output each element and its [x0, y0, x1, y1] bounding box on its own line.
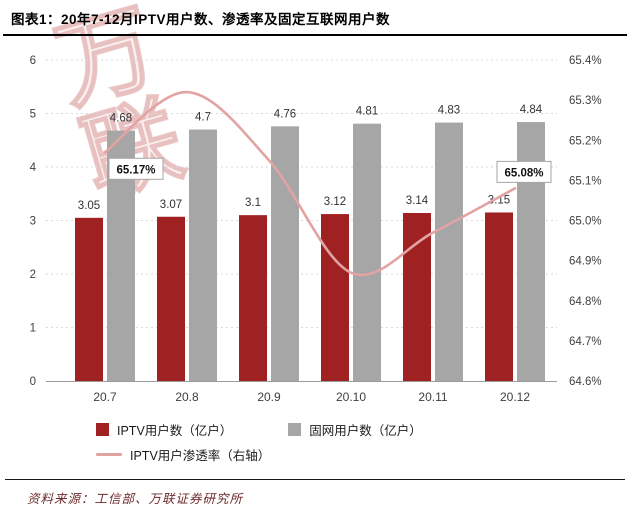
- legend-item: IPTV用户数（亿户）: [96, 420, 232, 439]
- line-callout: 65.17%: [108, 157, 164, 180]
- legend-item: IPTV用户渗透率（右轴）: [96, 445, 270, 464]
- legend-label: IPTV用户渗透率（右轴）: [130, 449, 271, 463]
- svg-text:64.9%: 64.9%: [569, 256, 602, 268]
- chart-title: 图表1：20年7-12月IPTV用户数、渗透率及固定互联网用户数: [3, 0, 627, 36]
- svg-text:3: 3: [30, 216, 36, 228]
- bar-0-3: [321, 214, 349, 381]
- svg-text:64.8%: 64.8%: [569, 296, 602, 308]
- source-note: 资料来源：工信部、万联证券研究所: [5, 479, 625, 507]
- svg-text:3.15: 3.15: [488, 194, 510, 206]
- svg-text:65.4%: 65.4%: [569, 55, 602, 67]
- svg-text:20.7: 20.7: [93, 390, 117, 404]
- svg-text:4.81: 4.81: [356, 106, 378, 118]
- bar-0-2: [239, 215, 267, 381]
- svg-text:4.83: 4.83: [438, 105, 460, 117]
- legend-square-marker: [96, 423, 109, 436]
- svg-text:3.05: 3.05: [78, 200, 100, 212]
- svg-text:3.07: 3.07: [160, 199, 182, 211]
- svg-text:65.3%: 65.3%: [569, 95, 602, 107]
- bar-1-4: [435, 122, 463, 381]
- svg-text:4: 4: [30, 162, 37, 174]
- svg-text:0: 0: [30, 376, 36, 388]
- bar-1-1: [189, 129, 217, 381]
- bar-1-2: [271, 126, 299, 381]
- svg-text:20.12: 20.12: [500, 390, 530, 404]
- svg-text:64.6%: 64.6%: [569, 376, 602, 388]
- svg-text:65.0%: 65.0%: [569, 216, 602, 228]
- bars: 3.05 3.07 3.1 3.12 3.14 3.15 4.68 4.7 4.76 4.81 4.…: [75, 104, 545, 381]
- bar-0-1: [157, 216, 185, 381]
- svg-text:4.84: 4.84: [520, 104, 543, 116]
- svg-text:3.12: 3.12: [324, 196, 346, 208]
- svg-text:65.2%: 65.2%: [569, 135, 602, 147]
- svg-text:4.76: 4.76: [274, 108, 296, 120]
- legend-row: IPTV用户数（亿户） 固网用户数（亿户）: [96, 420, 630, 439]
- bar-0-4: [403, 213, 431, 381]
- svg-text:3.14: 3.14: [406, 195, 429, 207]
- line-callout: 65.08%: [496, 160, 552, 183]
- combo-chart-canvas: 0 1 2 3 4 5 6 64.6% 64.7% 64.8% 64.9% 65.0% 65.1% 65.…: [30, 55, 602, 404]
- legend-label: IPTV用户数（亿户）: [117, 424, 233, 438]
- svg-text:3.1: 3.1: [245, 197, 261, 209]
- svg-text:65.1%: 65.1%: [569, 175, 602, 187]
- svg-text:20.8: 20.8: [175, 390, 199, 404]
- bar-0-5: [485, 212, 513, 381]
- penetration-line: [103, 90, 517, 277]
- svg-text:6: 6: [30, 55, 36, 67]
- chart-legend: IPTV用户数（亿户） 固网用户数（亿户） IPTV用户渗透率（右轴）: [96, 420, 630, 464]
- svg-text:65.08%: 65.08%: [504, 167, 543, 179]
- bar-0-0: [75, 217, 103, 381]
- bar-1-3: [353, 123, 381, 381]
- legend-item: 固网用户数（亿户）: [288, 420, 422, 439]
- svg-text:4.7: 4.7: [195, 112, 211, 124]
- legend-square-marker: [288, 423, 302, 436]
- svg-text:1: 1: [30, 323, 36, 335]
- legend-line-marker: [96, 453, 122, 456]
- svg-text:5: 5: [30, 109, 36, 121]
- legend-row: IPTV用户渗透率（右轴）: [96, 445, 630, 464]
- svg-text:4.68: 4.68: [110, 113, 132, 125]
- svg-text:2: 2: [30, 269, 36, 281]
- svg-text:20.11: 20.11: [418, 390, 447, 404]
- svg-text:64.7%: 64.7%: [569, 336, 602, 348]
- source-text: 资料来源：工信部、万联证券研究所: [27, 492, 244, 506]
- legend-label: 固网用户数（亿户）: [309, 424, 422, 438]
- svg-text:65.17%: 65.17%: [116, 164, 155, 176]
- svg-text:20.9: 20.9: [257, 390, 281, 404]
- svg-text:20.10: 20.10: [336, 390, 366, 404]
